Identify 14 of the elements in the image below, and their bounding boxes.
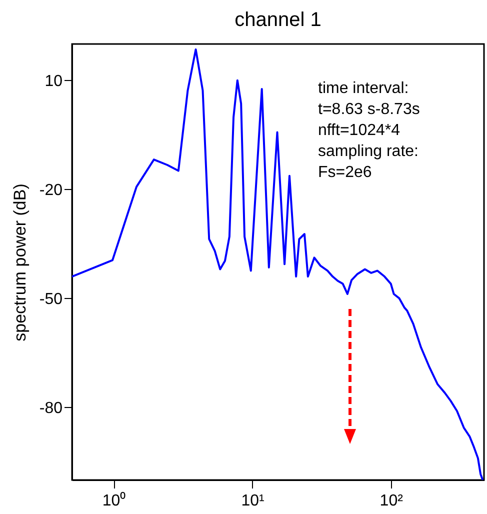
y-tick-label: -20 [39, 182, 63, 199]
annotation: nfft=1024*4 [318, 122, 400, 139]
y-tick-label: -50 [39, 290, 63, 308]
y-tick-label: -80 [39, 400, 63, 417]
x-tick-label: 10² [380, 492, 404, 510]
chart-title: channel 1 [234, 9, 322, 31]
annotation: t=8.63 s-8.73s [318, 101, 420, 118]
y-axis-title: spectrum power (dB) [10, 184, 30, 342]
annotation: time interval: [318, 80, 409, 97]
x-tick-label: 10¹ [241, 492, 264, 510]
annotation: Fs=2e6 [318, 164, 372, 181]
annotation: sampling rate: [318, 143, 418, 160]
y-tick-label: 10 [44, 72, 63, 90]
x-tick-label: 10⁰ [102, 492, 126, 510]
